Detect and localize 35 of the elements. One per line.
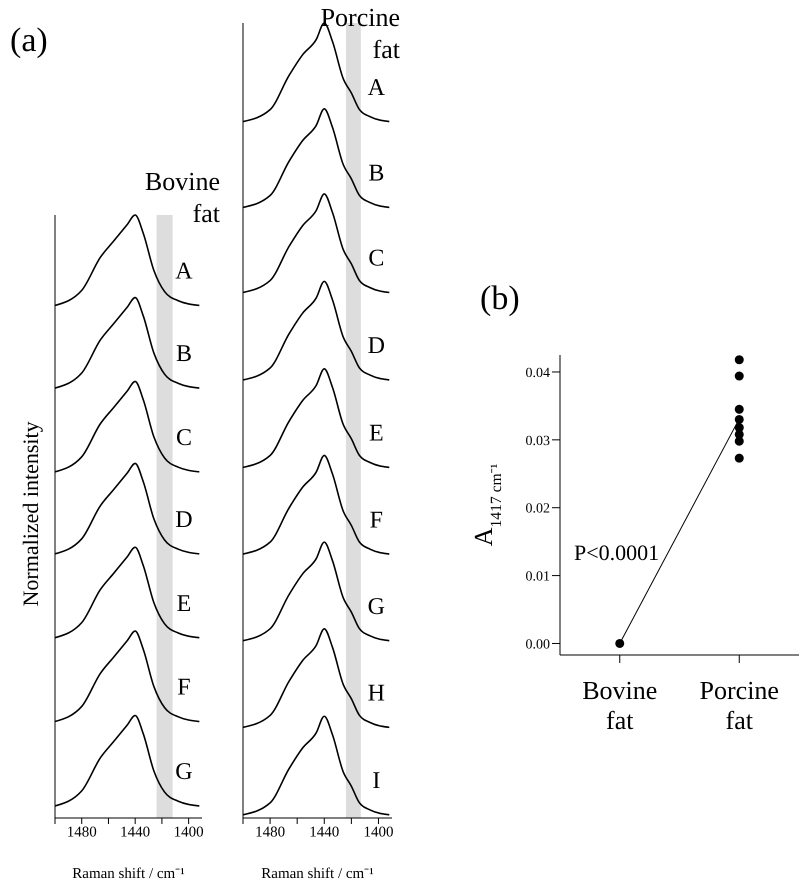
- x-axis-title: Raman shift / cm⁻¹: [261, 866, 374, 882]
- x-axis-title: Raman shift / cm⁻¹: [72, 866, 185, 882]
- x-tick-label: 1440: [309, 824, 340, 841]
- annotation: P<0.0001: [574, 540, 660, 566]
- series-label: A: [368, 74, 386, 101]
- series-label: G: [175, 759, 193, 786]
- series-label: H: [368, 680, 385, 707]
- y-axis-title: Normalized intensity: [18, 421, 43, 606]
- text: (b): [480, 280, 520, 318]
- series-label: G: [368, 594, 385, 620]
- chart-title: Porcine fat: [320, 2, 400, 66]
- x-tick-label: 1400: [363, 824, 394, 841]
- x-tick-label: 1480: [255, 824, 286, 841]
- y-tick-label: 0.02: [526, 502, 550, 517]
- x-tick-label: 1480: [66, 824, 97, 841]
- series-label: F: [370, 507, 384, 534]
- series-label: A: [175, 258, 194, 285]
- series-label: E: [368, 420, 384, 447]
- text: (a): [10, 22, 48, 60]
- y-tick-label: 0.04: [526, 366, 550, 381]
- chart-title: Bovine fat: [144, 166, 220, 230]
- y-tick-label: 0.00: [526, 637, 550, 652]
- series-label: B: [368, 160, 384, 187]
- series-label: D: [368, 333, 385, 360]
- series-label: F: [177, 674, 191, 701]
- series-label: B: [176, 341, 192, 368]
- series-label: D: [175, 507, 193, 534]
- series-label: E: [176, 590, 192, 617]
- y-tick-label: 0.01: [526, 570, 550, 585]
- series-label: C: [176, 425, 192, 452]
- series-label: I: [372, 768, 380, 794]
- y-tick-label: 0.03: [526, 434, 550, 449]
- x-tick-label: 1400: [174, 824, 204, 841]
- series-label: C: [368, 246, 384, 272]
- x-tick-label: 1440: [120, 824, 150, 841]
